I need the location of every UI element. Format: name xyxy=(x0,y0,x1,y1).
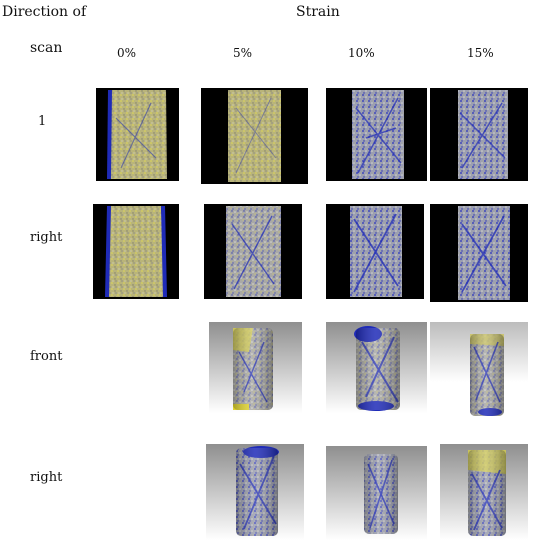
render-front-10pct xyxy=(326,322,427,413)
scan-slice-row1-15pct xyxy=(430,88,528,181)
render-right-10pct xyxy=(326,446,427,540)
direction-of-scan-label-line2: scan xyxy=(30,40,63,56)
scan-slice-row2-10pct xyxy=(326,204,424,299)
render-right-5pct xyxy=(206,444,304,540)
render-right-15pct xyxy=(440,444,528,540)
scan-slice-row2-5pct xyxy=(204,204,302,299)
scan-slice-row1-0pct xyxy=(96,88,179,181)
strain-column-5: 5% xyxy=(233,46,253,60)
strain-column-0: 0% xyxy=(117,46,137,60)
strain-column-10: 10% xyxy=(348,46,375,60)
scan-slice-row2-15pct xyxy=(430,204,528,302)
render-front-15pct xyxy=(430,322,528,420)
direction-of-scan-label-line1: Direction of xyxy=(2,4,87,20)
row-label-1: 1 xyxy=(38,114,47,129)
row-label-right-bottom: right xyxy=(30,470,63,485)
scan-slice-row2-0pct xyxy=(93,204,179,299)
scan-slice-row1-5pct xyxy=(201,88,308,184)
scan-slice-row1-10pct xyxy=(326,88,427,181)
render-front-5pct xyxy=(209,322,302,413)
strain-column-15: 15% xyxy=(467,46,494,60)
strain-header: Strain xyxy=(296,4,340,20)
row-label-right-top: right xyxy=(30,230,63,245)
row-label-front: front xyxy=(30,349,63,364)
